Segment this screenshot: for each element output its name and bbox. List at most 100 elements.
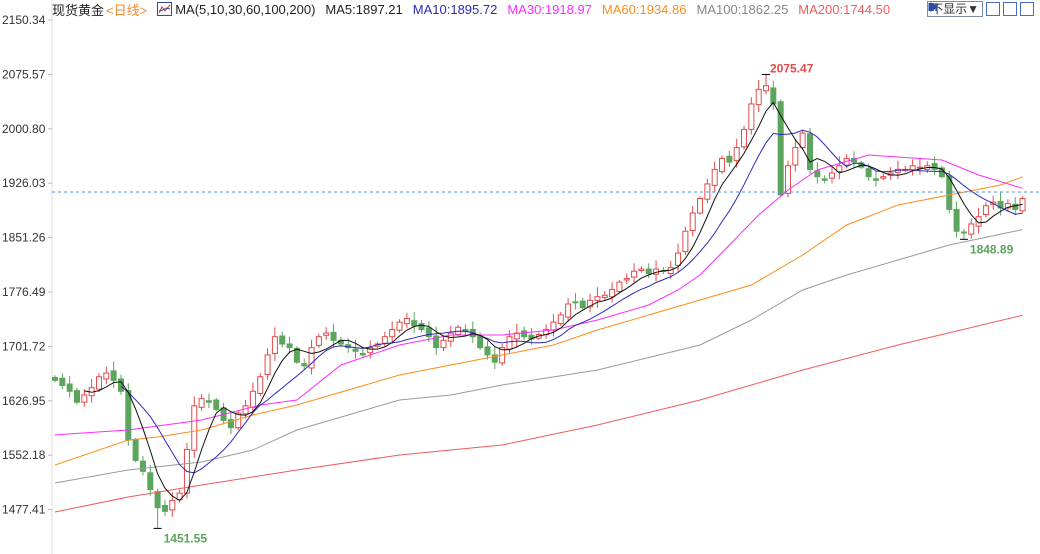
candle-down <box>301 363 308 367</box>
play-icon[interactable] <box>928 2 1034 16</box>
candle-up <box>565 303 572 318</box>
candle-up <box>249 390 256 408</box>
y-tick-label: 1851.26 <box>2 231 46 245</box>
candle-down <box>946 175 953 210</box>
ma60-line <box>54 176 1023 466</box>
candle-down <box>572 301 579 304</box>
y-tick-label: 1701.72 <box>2 339 46 353</box>
candle-down <box>352 348 359 352</box>
candle-down <box>110 370 117 381</box>
candle-down <box>73 390 80 403</box>
candle-up <box>257 376 264 394</box>
candle-up <box>323 332 330 336</box>
candle-down <box>872 178 879 181</box>
candle-up <box>594 296 601 301</box>
y-tick-label: 1926.03 <box>2 176 46 190</box>
chart-header: 现货黄金 <日线> MA(5,10,30,60,100,200) MA5:189… <box>52 0 900 18</box>
ma100-value: MA100:1862.25 <box>696 1 789 17</box>
candle-down <box>132 439 139 461</box>
candle-down <box>491 354 498 363</box>
candle-down <box>52 376 58 381</box>
candle-up <box>169 499 176 511</box>
candle-up <box>191 405 198 451</box>
candle-up <box>557 314 564 325</box>
ma30-value: MA30:1918.97 <box>507 1 592 17</box>
candle-up <box>638 268 645 272</box>
candle-down <box>814 170 821 178</box>
candle-down <box>521 330 528 338</box>
y-tick-label: 1776.49 <box>2 285 46 299</box>
candle-up <box>785 165 791 194</box>
ma10-line <box>120 129 1023 474</box>
candle-up <box>403 318 410 325</box>
candle-up <box>1004 203 1011 209</box>
y-tick-label: 2000.80 <box>2 122 46 136</box>
candle-up <box>103 372 110 380</box>
candle-up <box>682 230 689 253</box>
candle-down <box>806 133 813 170</box>
candle-down <box>579 300 586 309</box>
candle-down <box>59 377 66 386</box>
candle-up <box>367 347 374 354</box>
candle-up <box>389 328 396 338</box>
candle-up <box>381 336 388 344</box>
ma200-value: MA200:1744.50 <box>798 1 891 17</box>
hide-dropdown[interactable]: 不显示▼ <box>927 1 983 17</box>
candle-up <box>631 270 638 278</box>
candle-down <box>960 231 967 234</box>
candle-up <box>235 412 242 429</box>
candle-up <box>271 336 278 354</box>
candle-up <box>748 103 755 130</box>
ma100-line <box>54 229 1023 484</box>
candle-up <box>609 288 616 298</box>
ma5-value: MA5:1897.21 <box>325 1 403 17</box>
candle-up <box>741 128 748 148</box>
candle-down <box>139 460 146 472</box>
candle-up <box>836 165 843 173</box>
candle-up <box>982 205 989 215</box>
ma-settings[interactable]: MA(5,10,30,60,100,200) <box>175 1 316 17</box>
candle-up <box>719 157 726 173</box>
ma-chart-icon[interactable] <box>157 2 173 16</box>
y-tick-label: 1552.18 <box>2 448 46 462</box>
candle-down <box>425 327 432 338</box>
candle-down <box>411 320 418 327</box>
candle-down <box>477 334 484 349</box>
candle-up <box>506 336 513 350</box>
candle-up <box>616 281 623 293</box>
candle-up <box>396 321 403 331</box>
candle-down <box>293 347 300 363</box>
crosshair-icon[interactable] <box>929 2 1000 16</box>
candle-up <box>697 197 704 214</box>
candle-up <box>198 398 205 408</box>
y-tick-label: 2150.34 <box>2 13 46 27</box>
candle-down <box>286 343 293 349</box>
candle-down <box>213 399 220 410</box>
candle-up <box>711 168 718 186</box>
candle-down <box>161 505 168 512</box>
candle-down <box>66 383 73 392</box>
zoom-fit-icon[interactable] <box>929 2 1017 16</box>
candle-up <box>828 172 835 179</box>
toolbar: 不显示▼ <box>927 1 1034 17</box>
ma200-line <box>54 314 1023 513</box>
candle-up <box>755 88 762 106</box>
candle-up <box>792 147 799 166</box>
candle-up <box>81 394 88 403</box>
candle-down <box>147 472 154 491</box>
candle-down <box>865 168 872 178</box>
candle-down <box>125 390 132 441</box>
candle-up <box>916 166 923 169</box>
candle-down <box>1012 203 1019 210</box>
period-label[interactable]: <日线> <box>106 2 148 18</box>
candle-down <box>821 178 828 181</box>
y-tick-label: 1626.95 <box>2 394 46 408</box>
candle-down <box>227 419 234 429</box>
candle-up <box>975 216 982 227</box>
candle-down <box>279 335 286 345</box>
ma30-line <box>54 154 1023 436</box>
candle-up <box>689 212 696 232</box>
candle-up <box>733 147 740 162</box>
